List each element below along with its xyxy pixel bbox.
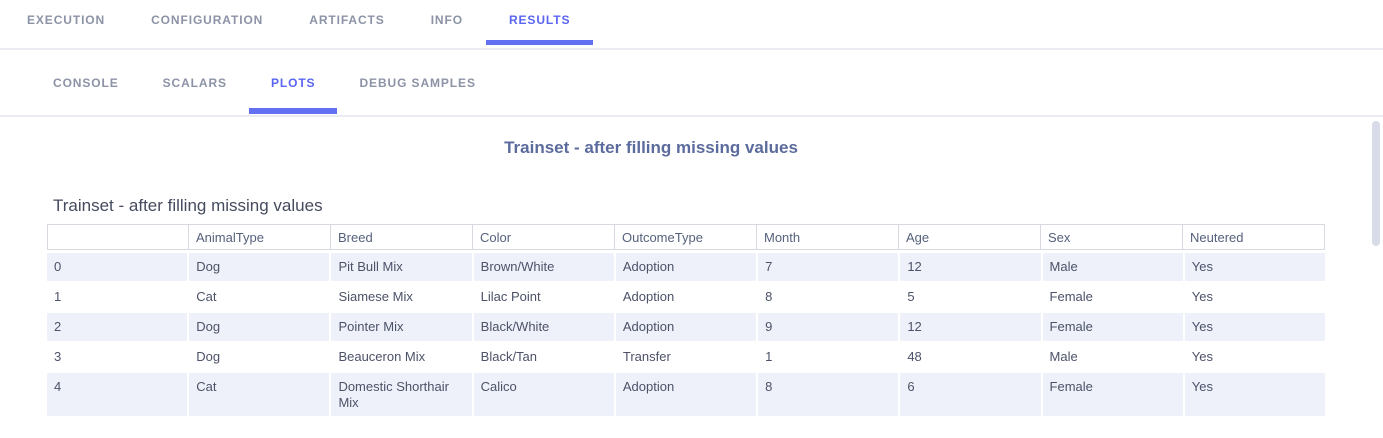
- cell: Pit Bull Mix: [331, 253, 472, 281]
- tab-artifacts[interactable]: ARTIFACTS: [309, 13, 385, 27]
- cell: Dog: [189, 253, 330, 281]
- cell: Female: [1042, 283, 1183, 311]
- cell: Adoption: [615, 283, 757, 311]
- cell: 12: [900, 253, 1041, 281]
- table-row: 1 Cat Siamese Mix Lilac Point Adoption 8…: [47, 283, 1325, 311]
- cell: 2: [47, 313, 188, 341]
- cell: 6: [900, 373, 1041, 416]
- cell: Adoption: [615, 253, 757, 281]
- tab-execution[interactable]: EXECUTION: [27, 13, 106, 27]
- cell: Male: [1042, 253, 1183, 281]
- vertical-scrollbar-thumb[interactable]: [1372, 121, 1380, 246]
- tab-console[interactable]: CONSOLE: [53, 75, 119, 90]
- table-row: 0 Dog Pit Bull Mix Brown/White Adoption …: [47, 253, 1325, 281]
- vertical-scrollbar-track[interactable]: [1372, 120, 1381, 436]
- cell: Black/White: [473, 313, 614, 341]
- cell: 8: [758, 283, 899, 311]
- cell: Transfer: [615, 343, 757, 371]
- cell: Yes: [1184, 313, 1325, 341]
- tab-scalars[interactable]: SCALARS: [162, 75, 227, 90]
- results-sub-tab-bar: CONSOLE SCALARS PLOTS DEBUG SAMPLES: [0, 50, 1383, 117]
- cell: 7: [758, 253, 899, 281]
- data-table: AnimalType Breed Color OutcomeType Month…: [47, 224, 1325, 416]
- cell: Dog: [189, 313, 330, 341]
- cell: 1: [758, 343, 899, 371]
- cell: 3: [47, 343, 188, 371]
- header-cell-outcometype: OutcomeType: [615, 224, 757, 250]
- header-cell-animaltype: AnimalType: [189, 224, 331, 250]
- cell: Yes: [1184, 373, 1325, 416]
- cell: Pointer Mix: [331, 313, 472, 341]
- cell: Domestic Shorthair Mix: [331, 373, 472, 416]
- cell: 4: [47, 373, 188, 416]
- cell: Female: [1042, 373, 1183, 416]
- cell: 12: [900, 313, 1041, 341]
- tab-plots[interactable]: PLOTS: [248, 50, 338, 115]
- plot-title: Trainset - after filling missing values: [504, 138, 798, 157]
- header-cell-breed: Breed: [331, 224, 473, 250]
- cell: 1: [47, 283, 188, 311]
- table-title: Trainset - after filling missing values: [53, 196, 323, 215]
- cell: Male: [1042, 343, 1183, 371]
- tab-results[interactable]: RESULTS: [485, 0, 594, 48]
- cell: Cat: [189, 283, 330, 311]
- header-cell-sex: Sex: [1041, 224, 1183, 250]
- cell: Beauceron Mix: [331, 343, 472, 371]
- cell: Adoption: [615, 313, 757, 341]
- cell: 5: [900, 283, 1041, 311]
- cell: 9: [758, 313, 899, 341]
- header-cell-index: [47, 224, 189, 250]
- cell: Female: [1042, 313, 1183, 341]
- cell: Yes: [1184, 283, 1325, 311]
- cell: 48: [900, 343, 1041, 371]
- plots-panel: Trainset - after filling missing values …: [0, 137, 1325, 416]
- cell: Yes: [1184, 253, 1325, 281]
- header-cell-age: Age: [899, 224, 1041, 250]
- tab-configuration[interactable]: CONFIGURATION: [151, 13, 264, 27]
- cell: 0: [47, 253, 188, 281]
- cell: Siamese Mix: [331, 283, 472, 311]
- cell: Yes: [1184, 343, 1325, 371]
- cell: Calico: [473, 373, 614, 416]
- cell: Cat: [189, 373, 330, 416]
- tab-debug-samples[interactable]: DEBUG SAMPLES: [359, 75, 476, 90]
- header-cell-neutered: Neutered: [1183, 224, 1325, 250]
- cell: 8: [758, 373, 899, 416]
- header-cell-month: Month: [757, 224, 899, 250]
- cell: Lilac Point: [473, 283, 614, 311]
- header-cell-color: Color: [473, 224, 615, 250]
- cell: Dog: [189, 343, 330, 371]
- cell: Brown/White: [473, 253, 614, 281]
- cell: Black/Tan: [473, 343, 614, 371]
- tab-info[interactable]: INFO: [430, 13, 463, 27]
- cell: Adoption: [615, 373, 757, 416]
- table-header-row: AnimalType Breed Color OutcomeType Month…: [47, 224, 1325, 250]
- primary-tab-bar: EXECUTION CONFIGURATION ARTIFACTS INFO R…: [0, 0, 1383, 50]
- table-row: 2 Dog Pointer Mix Black/White Adoption 9…: [47, 313, 1325, 341]
- table-row: 4 Cat Domestic Shorthair Mix Calico Adop…: [47, 373, 1325, 416]
- table-row: 3 Dog Beauceron Mix Black/Tan Transfer 1…: [47, 343, 1325, 371]
